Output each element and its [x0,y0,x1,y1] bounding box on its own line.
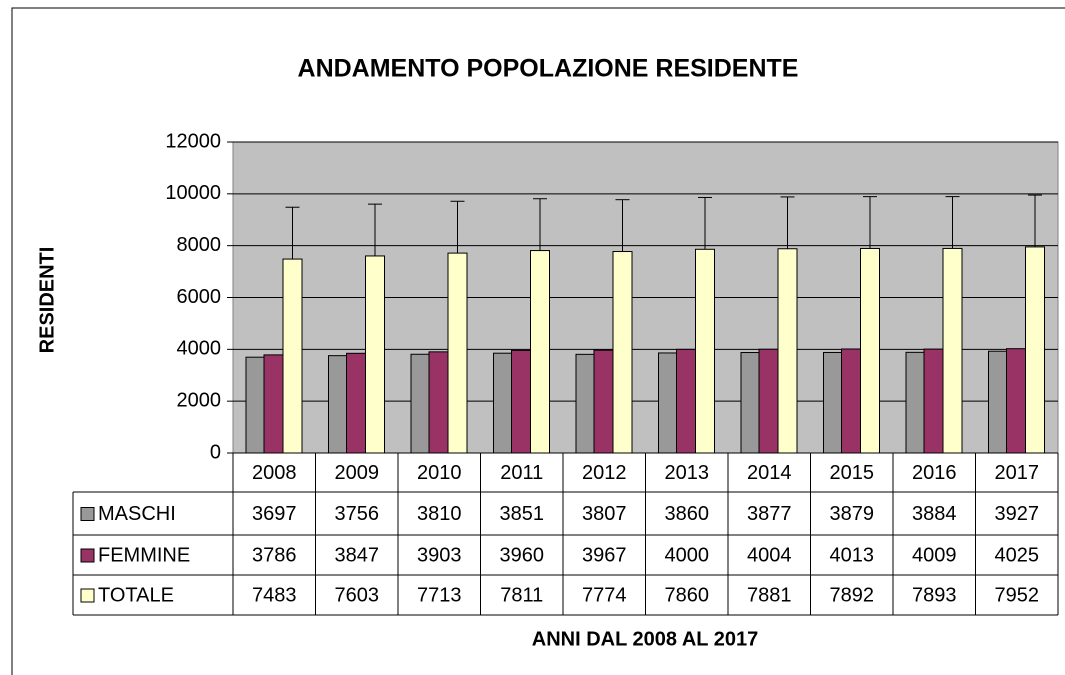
bar [758,348,779,454]
bar [328,355,348,454]
bar [530,250,550,454]
bar [263,354,284,454]
x-tick-label: 2013 [665,462,710,484]
table-value: 4009 [912,544,957,566]
table-value: 4004 [747,544,792,566]
bar [942,247,963,454]
table-value: 3967 [582,544,627,566]
bar [905,351,926,454]
bar [493,352,513,454]
bar [282,258,303,454]
table-value: 4013 [830,544,875,566]
table-value: 3927 [995,503,1040,525]
y-tick-label: 8000 [177,234,222,256]
x-tick-label: 2017 [995,462,1040,484]
bar [676,348,696,454]
table-value: 7860 [665,584,710,606]
bar [593,349,614,454]
table-value: 3903 [417,544,462,566]
y-tick-label: 10000 [165,182,221,204]
bar [1025,246,1045,454]
legend-key [80,548,95,563]
legend-label: FEMMINE [98,544,190,566]
bar [695,248,715,454]
x-tick-label: 2016 [912,462,957,484]
chart-frame [11,7,1065,675]
table-value: 3860 [665,503,710,525]
bar [658,352,678,454]
table-value: 4000 [665,544,710,566]
table-value: 7483 [252,584,297,606]
chart-title: ANDAMENTO POPOLAZIONE RESIDENTE [298,55,799,83]
table-value: 3756 [335,503,380,525]
legend-key [80,588,95,603]
table-value: 7881 [747,584,792,606]
x-tick-label: 2010 [417,462,462,484]
y-tick-label: 6000 [177,286,222,308]
table-value: 3879 [830,503,875,525]
legend-key [80,507,95,521]
x-tick-label: 2011 [500,462,543,484]
bar [575,353,596,454]
x-axis-title: ANNI DAL 2008 AL 2017 [532,628,758,650]
table-value: 7713 [417,584,462,606]
y-tick-label: 2000 [177,389,222,411]
table-value: 3810 [417,503,462,525]
table-value: 7952 [995,584,1040,606]
table-value: 7892 [830,584,875,606]
bar [841,348,861,454]
table-value: 7811 [500,584,543,606]
table-value: 3851 [500,503,545,525]
bar [410,353,431,454]
legend-label: MASCHI [98,503,176,525]
x-tick-label: 2015 [830,462,875,484]
bar [988,350,1008,454]
bar [860,247,880,454]
y-axis-title: RESIDENTI [36,247,58,354]
y-tick-label: 4000 [177,338,222,360]
table-value: 3877 [747,503,792,525]
table-value: 7893 [912,584,957,606]
bar [511,349,531,454]
bar [346,352,366,454]
table-value: 3884 [912,503,957,525]
bar [1006,348,1026,454]
table-value: 3697 [252,503,297,525]
bar [428,351,449,454]
x-tick-label: 2008 [252,462,297,484]
table-value: 7603 [335,584,380,606]
bar [740,352,761,454]
x-tick-label: 2014 [747,462,792,484]
y-tick-label: 0 [210,441,221,463]
bar [447,252,468,454]
bar [365,255,385,454]
bar [823,351,843,454]
table-value: 3960 [500,544,545,566]
bar [777,248,798,454]
legend-label: TOTALE [98,584,174,606]
bar [245,356,266,454]
bar [923,348,944,454]
table-value: 3847 [335,544,380,566]
table-value: 4025 [995,544,1040,566]
x-tick-label: 2012 [582,462,627,484]
table-value: 7774 [582,584,627,606]
table-value: 3807 [582,503,627,525]
x-tick-label: 2009 [335,462,380,484]
table-value: 3786 [252,544,297,566]
y-tick-label: 12000 [165,130,221,152]
bar [612,251,633,454]
